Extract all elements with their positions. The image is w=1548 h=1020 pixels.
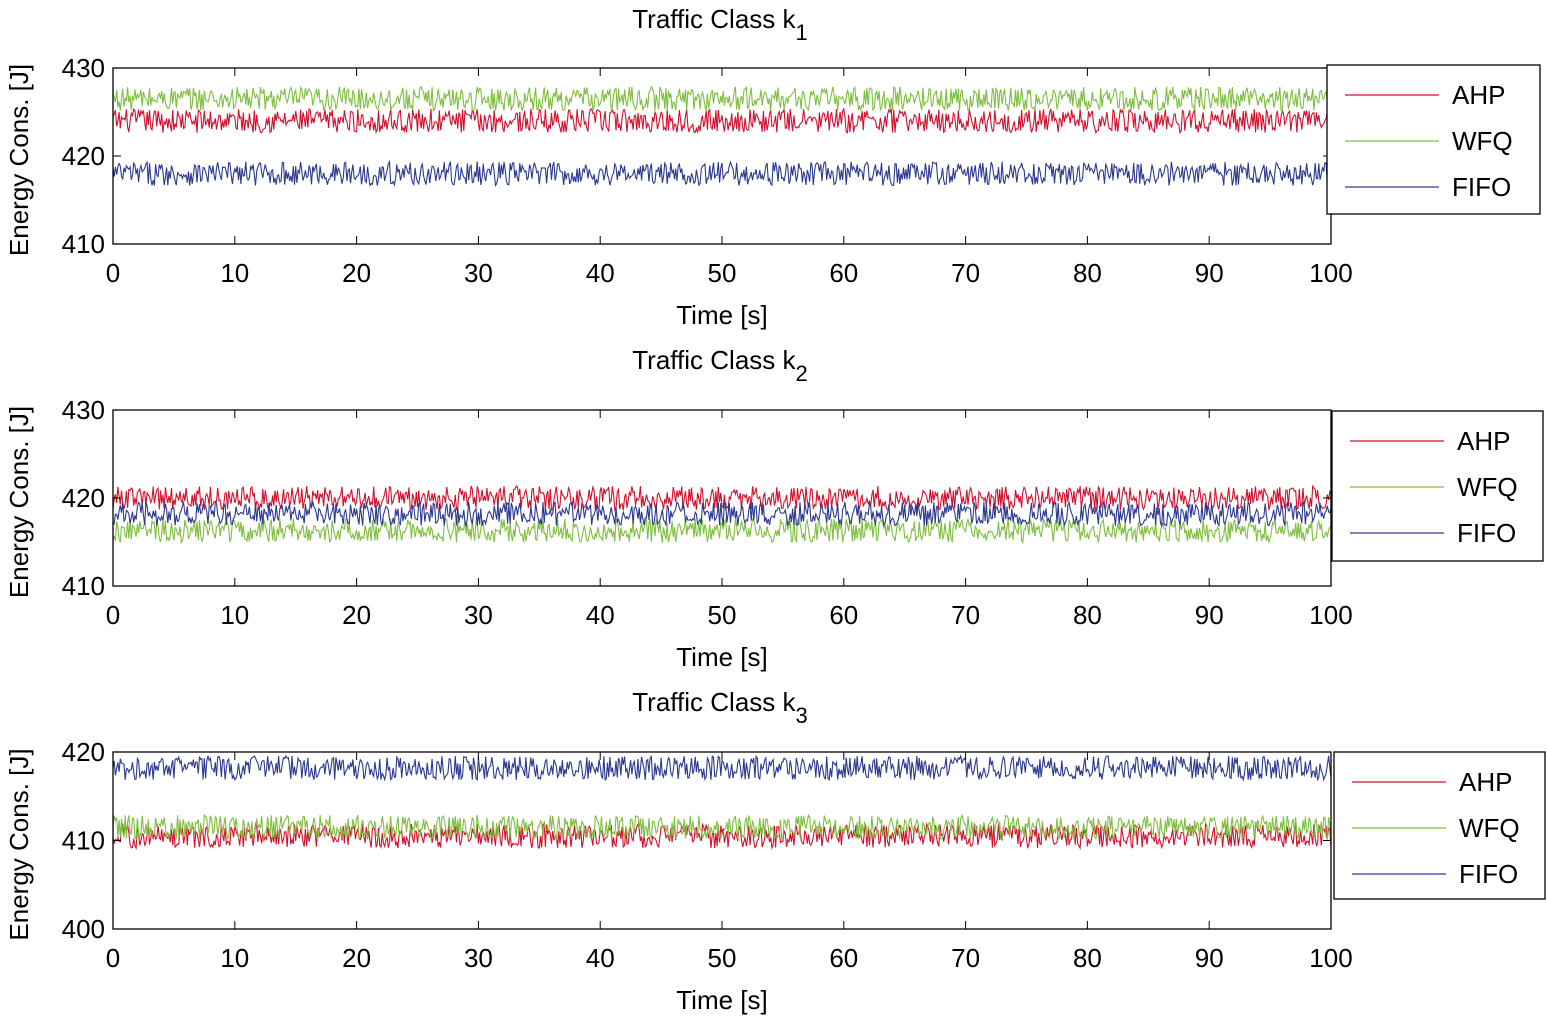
x-tick-label: 10	[220, 943, 249, 973]
x-tick-label: 90	[1195, 943, 1224, 973]
x-tick-label: 0	[106, 943, 120, 973]
y-tick-label: 410	[62, 826, 105, 856]
y-axis-label: Energy Cons. [J]	[4, 406, 34, 598]
x-tick-label: 90	[1195, 600, 1224, 630]
y-tick-label: 410	[62, 229, 105, 259]
chart-panel-3: 0 10 20 30 40 50 60 70 80 90 100 400 410 420 Time [s] E…	[4, 687, 1546, 1015]
legend-label-wfq: WFQ	[1459, 813, 1520, 843]
x-tick-label: 80	[1073, 600, 1102, 630]
chart-panel-1: 0 10 20 30 40 50 60 70 80 90 100 410 420 430 Time [s] E…	[4, 4, 1541, 330]
x-tick-label: 60	[829, 600, 858, 630]
x-tick-label: 80	[1073, 258, 1102, 288]
x-tick-label: 10	[220, 600, 249, 630]
x-tick-label: 0	[106, 600, 120, 630]
series-line-wfq	[112, 85, 1332, 112]
chart-title: Traffic Class k2	[632, 345, 808, 386]
y-tick-label: 420	[62, 141, 105, 171]
legend-label-fifo: FIFO	[1452, 172, 1511, 202]
chart-title: Traffic Class k1	[632, 4, 808, 45]
y-tick-label: 400	[62, 914, 105, 944]
legend: AHP WFQ FIFO	[1326, 64, 1541, 215]
x-tick-label: 0	[106, 258, 120, 288]
legend-label-ahp: AHP	[1457, 426, 1510, 456]
x-tick-label: 100	[1309, 600, 1352, 630]
series-line-fifo	[112, 159, 1332, 188]
x-tick-label: 80	[1073, 943, 1102, 973]
y-tick-label: 430	[62, 53, 105, 83]
x-tick-label: 30	[464, 943, 493, 973]
legend-label-ahp: AHP	[1452, 80, 1505, 110]
series-line-ahp	[112, 484, 1332, 512]
series-line-ahp	[112, 107, 1332, 135]
x-tick-label: 70	[951, 943, 980, 973]
chart-title: Traffic Class k3	[632, 687, 808, 728]
x-tick-label: 30	[464, 258, 493, 288]
x-tick-label: 20	[342, 258, 371, 288]
x-tick-label: 20	[342, 600, 371, 630]
legend-box	[1326, 64, 1541, 215]
series-line-fifo	[112, 500, 1332, 528]
x-axis-label: Time [s]	[676, 300, 767, 330]
x-tick-label: 60	[829, 258, 858, 288]
legend-label-wfq: WFQ	[1457, 472, 1518, 502]
y-tick-label: 420	[62, 483, 105, 513]
x-tick-label: 70	[951, 258, 980, 288]
y-axis-label: Energy Cons. [J]	[4, 748, 34, 940]
x-tick-label: 40	[586, 258, 615, 288]
legend-label-fifo: FIFO	[1457, 518, 1516, 548]
chart-panel-2: 0 10 20 30 40 50 60 70 80 90 100 410 420 430 Time [s] E…	[4, 345, 1544, 672]
legend-label-ahp: AHP	[1459, 767, 1512, 797]
series-line-fifo	[112, 754, 1332, 783]
y-tick-label: 420	[62, 737, 105, 767]
x-tick-label: 70	[951, 600, 980, 630]
y-tick-label: 430	[62, 395, 105, 425]
x-tick-label: 50	[708, 258, 737, 288]
x-tick-label: 30	[464, 600, 493, 630]
x-tick-label: 10	[220, 258, 249, 288]
x-axis-label: Time [s]	[676, 985, 767, 1015]
y-tick-label: 410	[62, 571, 105, 601]
x-tick-label: 100	[1309, 943, 1352, 973]
legend: AHP WFQ FIFO	[1331, 410, 1544, 562]
x-tick-label: 100	[1309, 258, 1352, 288]
y-axis-label: Energy Cons. [J]	[4, 64, 34, 256]
x-tick-label: 20	[342, 943, 371, 973]
legend-label-fifo: FIFO	[1459, 859, 1518, 889]
plot-area	[113, 68, 1331, 244]
x-tick-label: 40	[586, 600, 615, 630]
legend-label-wfq: WFQ	[1452, 126, 1513, 156]
x-tick-label: 90	[1195, 258, 1224, 288]
series-line-wfq	[112, 516, 1332, 545]
x-tick-label: 60	[829, 943, 858, 973]
legend-box	[1331, 410, 1544, 562]
x-tick-label: 50	[708, 600, 737, 630]
legend: AHP WFQ FIFO	[1333, 751, 1546, 900]
x-tick-label: 40	[586, 943, 615, 973]
x-axis-label: Time [s]	[676, 642, 767, 672]
series-line-wfq	[112, 813, 1332, 842]
x-tick-label: 50	[708, 943, 737, 973]
